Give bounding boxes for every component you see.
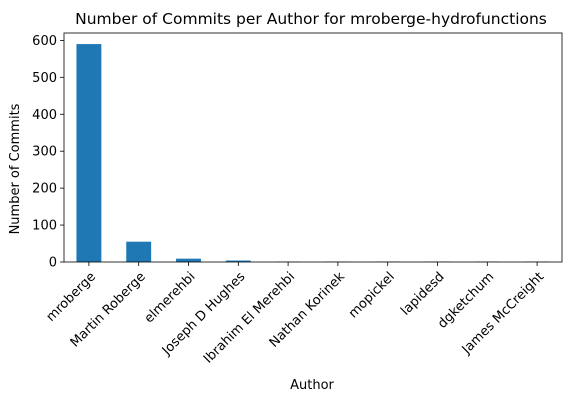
plot-frame	[63, 32, 563, 263]
bar-2	[176, 258, 201, 262]
bar-0	[76, 44, 102, 263]
y-tick-label: 100	[32, 219, 57, 234]
y-axis-title: Number of Commits	[8, 103, 23, 234]
y-tick-label: 300	[32, 145, 57, 160]
chart-title: Number of Commits per Author for mroberg…	[75, 10, 547, 28]
bar-3	[225, 260, 251, 262]
y-tick-label: 200	[32, 182, 57, 197]
y-tick-label: 400	[32, 108, 57, 123]
x-tick-label: James McCreight	[459, 269, 547, 357]
x-tick-label: mopickel	[346, 269, 398, 321]
y-axis: 0 100 200 300 400 500 600	[32, 34, 64, 271]
bar-1	[126, 241, 152, 262]
x-tick-label: Joseph D Hughes	[159, 269, 249, 359]
y-tick-label: 500	[32, 71, 57, 86]
y-tick-label: 600	[32, 34, 57, 49]
y-tick-label: 0	[49, 256, 57, 271]
x-axis-title: Author	[290, 378, 334, 393]
x-tick-label: lapidesd	[398, 269, 447, 318]
bars-group	[76, 44, 550, 263]
x-tick-label: Ibrahim El Merehbi	[201, 269, 298, 366]
